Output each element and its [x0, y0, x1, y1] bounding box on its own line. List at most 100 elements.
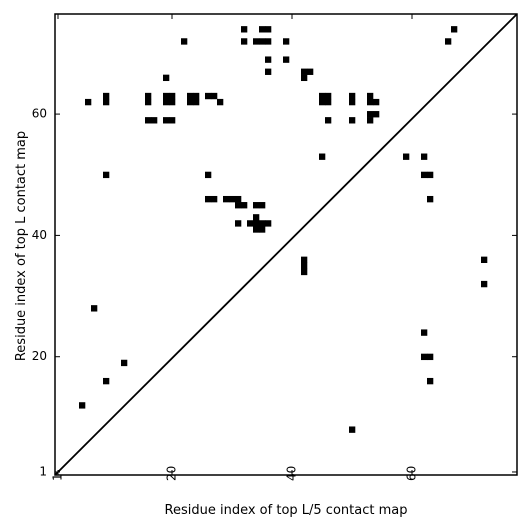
plot-frame — [54, 13, 518, 476]
contact-point — [301, 74, 308, 82]
contact-point — [193, 92, 200, 100]
contact-point — [103, 171, 110, 179]
contact-point — [205, 195, 212, 203]
contact-point — [319, 153, 326, 160]
contact-point — [427, 377, 434, 385]
contact-point — [223, 195, 230, 203]
contact-point — [301, 256, 308, 263]
contact-point — [253, 226, 260, 233]
contact-point — [211, 92, 218, 100]
contact-point — [301, 268, 308, 276]
contact-point — [325, 98, 332, 106]
contact-point — [265, 26, 272, 33]
y-tick-label: 20 — [32, 349, 47, 363]
contact-point — [373, 98, 380, 106]
contact-point — [169, 98, 176, 106]
y-axis-ticks: 1 20 40 60 — [32, 107, 517, 478]
contact-point — [91, 305, 98, 312]
contact-point — [427, 171, 434, 179]
contact-point — [349, 426, 356, 433]
contact-point — [253, 220, 260, 227]
contact-point — [427, 195, 434, 203]
contact-point — [367, 92, 374, 100]
y-tick-label: 1 — [39, 464, 47, 478]
contact-point — [253, 38, 260, 45]
y-tick-label: 40 — [32, 228, 47, 242]
x-tick-label: 1 — [51, 473, 65, 481]
contact-point — [205, 92, 212, 100]
x-axis-label: Residue index of top L/5 contact map — [165, 503, 408, 518]
x-tick-label: 20 — [165, 466, 179, 481]
contact-point — [307, 68, 314, 75]
contact-point — [229, 195, 236, 203]
contact-point — [283, 56, 290, 63]
contact-point — [205, 171, 212, 179]
diagonal-line — [54, 13, 518, 476]
contact-point — [121, 359, 128, 367]
contact-point — [247, 220, 254, 227]
contact-point — [235, 202, 242, 209]
contact-point — [403, 153, 410, 160]
contact-point — [163, 74, 170, 82]
contact-point — [145, 98, 152, 106]
contact-point — [421, 153, 428, 160]
contact-point — [163, 98, 170, 106]
contact-point — [301, 262, 308, 270]
contact-point — [79, 402, 86, 409]
contact-point — [241, 202, 248, 209]
contact-point — [241, 38, 248, 45]
contact-point — [421, 171, 428, 179]
contact-point — [253, 202, 260, 209]
contact-point — [265, 38, 272, 45]
contact-point — [421, 329, 428, 336]
contact-point — [421, 353, 428, 361]
contact-point — [265, 68, 272, 75]
contact-point — [481, 280, 488, 288]
contact-point — [367, 98, 374, 106]
contact-point — [103, 377, 110, 385]
contact-point — [193, 98, 200, 106]
contact-point — [187, 98, 194, 106]
contact-point — [259, 220, 266, 227]
contact-point — [253, 214, 260, 221]
contact-point — [151, 117, 158, 124]
contact-points — [79, 26, 488, 433]
contact-point — [211, 195, 218, 203]
contact-point — [301, 68, 308, 75]
contact-point — [319, 92, 326, 100]
contact-point — [163, 117, 170, 124]
contact-point — [349, 98, 356, 106]
contact-point — [265, 220, 272, 227]
contact-point — [145, 92, 152, 100]
contact-point — [325, 117, 332, 124]
contact-point — [241, 26, 248, 33]
contact-point — [181, 38, 188, 45]
contact-point — [217, 98, 224, 106]
contact-point — [481, 256, 488, 263]
contact-point — [259, 38, 266, 45]
contact-point — [85, 98, 92, 106]
contact-point — [349, 92, 356, 100]
x-axis-ticks: 1 20 40 60 — [51, 14, 419, 481]
contact-point — [259, 226, 266, 233]
contact-point — [373, 111, 380, 118]
contact-point — [169, 117, 176, 124]
contact-point — [319, 98, 326, 106]
contact-point — [145, 117, 152, 124]
x-tick-label: 60 — [405, 466, 419, 481]
contact-point — [259, 26, 266, 33]
contact-point — [283, 38, 290, 45]
contact-point — [367, 117, 374, 124]
contact-point — [325, 92, 332, 100]
contact-point — [259, 202, 266, 209]
contact-point — [187, 92, 194, 100]
y-axis-label: Residue index of top L contact map — [14, 131, 29, 361]
contact-point — [103, 92, 110, 100]
contact-point — [451, 26, 458, 33]
contact-point — [427, 353, 434, 361]
contact-point — [235, 195, 242, 203]
contact-point — [349, 117, 356, 124]
x-tick-label: 40 — [285, 466, 299, 481]
contact-point — [367, 111, 374, 118]
